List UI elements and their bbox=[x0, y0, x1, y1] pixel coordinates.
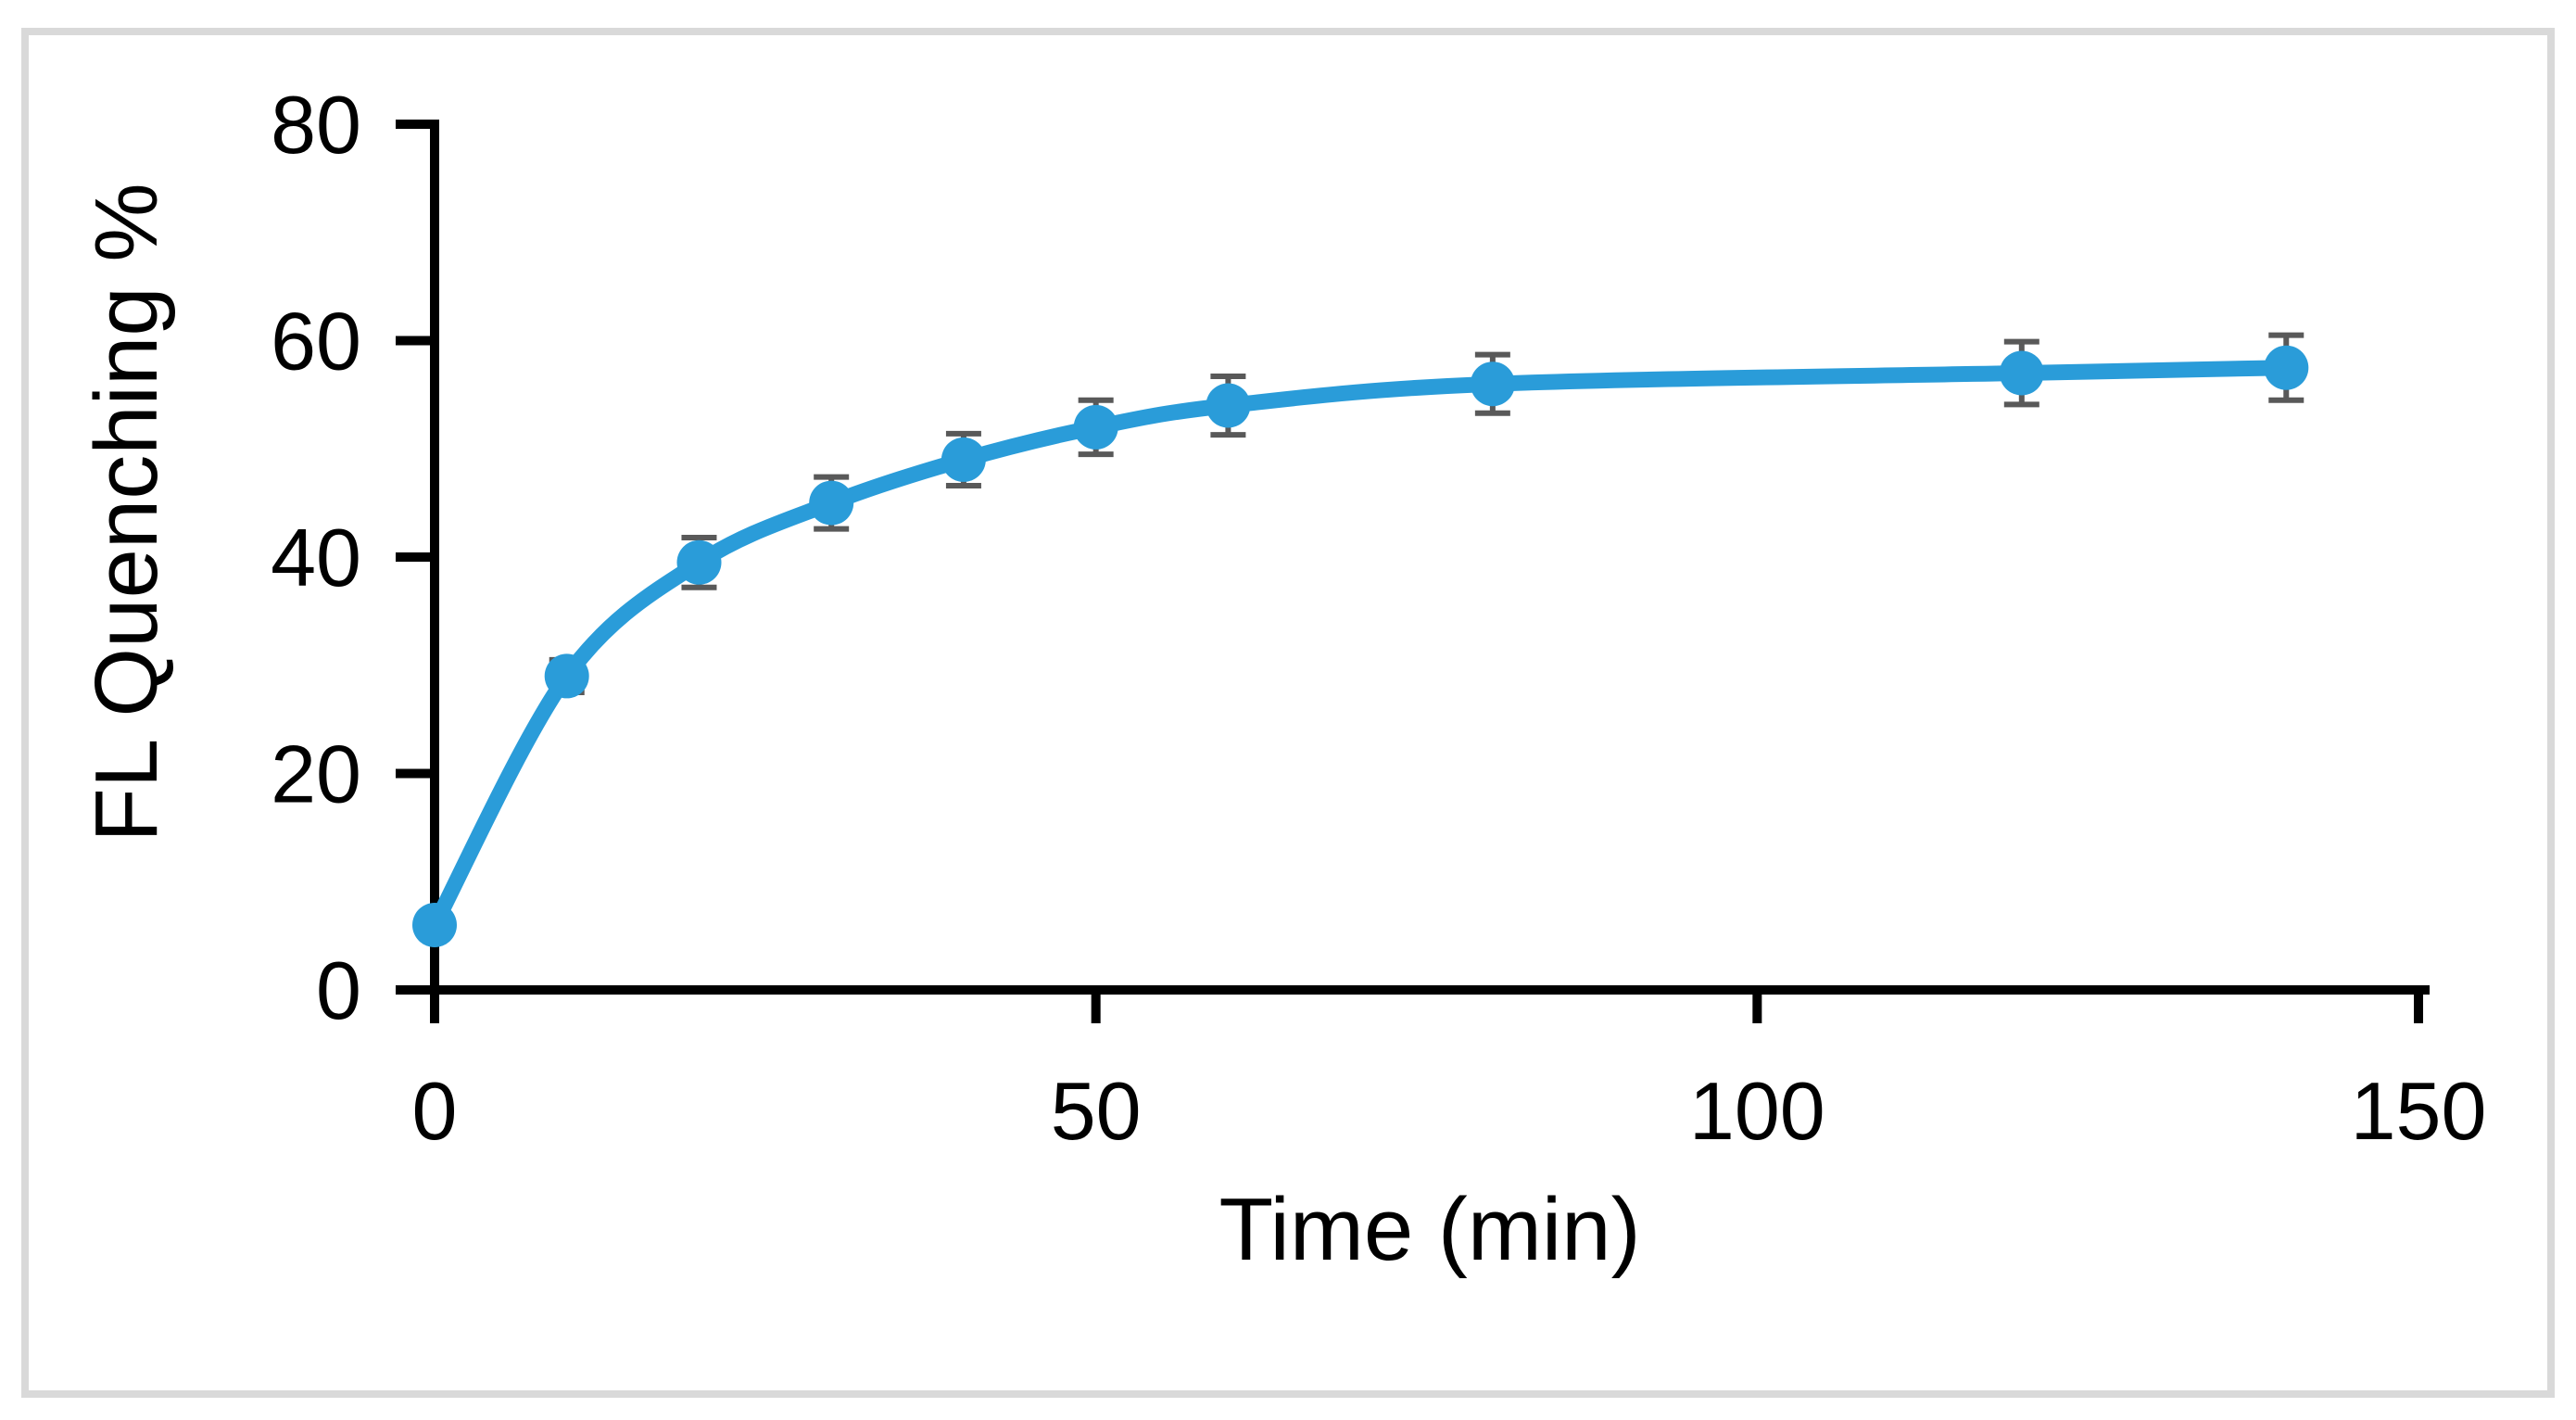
x-tick-label: 0 bbox=[412, 1065, 458, 1157]
series-line bbox=[426, 360, 2294, 933]
data-point-marker bbox=[809, 480, 854, 526]
axis-ticks bbox=[396, 120, 2423, 1023]
axes bbox=[430, 120, 2430, 995]
y-tick-label: 80 bbox=[271, 79, 361, 171]
series-markers bbox=[412, 345, 2309, 947]
data-point-marker bbox=[2264, 345, 2309, 390]
tick-labels: 0 20 40 60 80 0 50 100 150 bbox=[271, 79, 2486, 1157]
x-tick-label: 50 bbox=[1051, 1065, 1142, 1157]
x-axis-title: Time (min) bbox=[1219, 1180, 1641, 1279]
data-point-marker bbox=[941, 437, 986, 482]
y-axis-title-text: FL Quenching % bbox=[77, 183, 176, 843]
data-point-marker bbox=[412, 903, 457, 947]
data-point-marker bbox=[1073, 404, 1118, 450]
x-tick-label: 100 bbox=[1689, 1065, 1825, 1157]
data-point-marker bbox=[544, 653, 589, 699]
data-point-marker bbox=[1470, 361, 1515, 407]
error-bars bbox=[417, 332, 2305, 933]
data-point-marker bbox=[676, 539, 722, 585]
y-tick-label: 20 bbox=[271, 729, 361, 820]
y-tick-label: 0 bbox=[316, 945, 361, 1036]
y-tick-label: 40 bbox=[271, 512, 361, 603]
y-tick-label: 60 bbox=[271, 296, 361, 387]
chart-border-frame bbox=[21, 28, 2555, 1398]
data-point-marker bbox=[1206, 383, 1251, 428]
x-tick-label: 150 bbox=[2351, 1065, 2487, 1157]
data-point-marker bbox=[1999, 350, 2044, 396]
